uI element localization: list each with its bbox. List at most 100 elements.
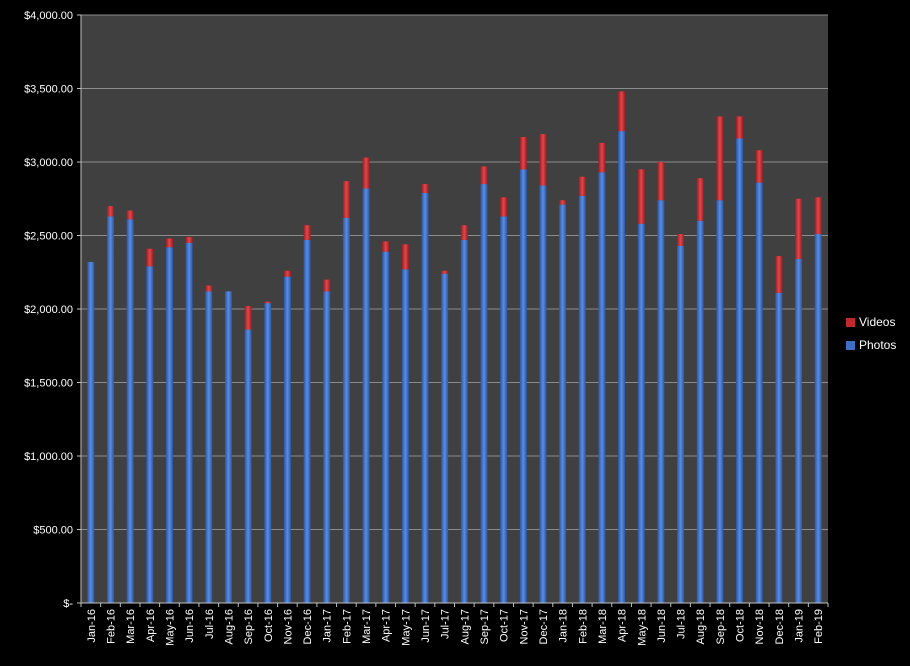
x-tick-label: Dec-17 — [538, 609, 550, 644]
bar-photos — [519, 169, 527, 603]
bar-photos — [87, 261, 95, 603]
bar-photos — [578, 195, 586, 603]
bar-photos — [362, 188, 370, 603]
y-tick-label: $- — [63, 598, 73, 610]
x-tick-label: Jul-16 — [204, 609, 216, 639]
bar-videos — [165, 238, 173, 248]
y-tick-label: $3,000.00 — [24, 157, 73, 169]
bar-videos — [126, 210, 134, 220]
bar-photos — [264, 303, 272, 603]
x-tick-label: Nov-16 — [282, 609, 294, 644]
x-tick-label: Jun-18 — [656, 609, 668, 643]
bar-videos — [323, 279, 331, 292]
x-tick-label: Apr-18 — [617, 609, 629, 642]
x-tick-label: Oct-17 — [499, 609, 511, 642]
bar-photos — [500, 216, 508, 603]
bar-photos — [224, 291, 232, 603]
bar-videos — [106, 206, 114, 217]
bar-photos — [106, 216, 114, 603]
bar-videos — [146, 248, 154, 267]
x-tick-label: May-18 — [636, 609, 648, 646]
legend: Videos Photos — [846, 311, 896, 357]
x-tick-label: Feb-18 — [577, 609, 589, 644]
x-tick-label: Apr-17 — [381, 609, 393, 642]
bar-photos — [736, 138, 744, 604]
x-tick-label: Aug-18 — [695, 609, 707, 644]
bar-videos — [795, 198, 803, 260]
x-tick-label: Aug-16 — [223, 609, 235, 644]
y-tick-label: $2,500.00 — [24, 231, 73, 243]
bar-videos — [264, 301, 272, 304]
bar-photos — [323, 291, 331, 603]
x-tick-label: Jun-16 — [184, 609, 196, 643]
bar-photos — [441, 273, 449, 603]
x-tick-label: Jan-18 — [558, 609, 570, 643]
bar-videos — [775, 256, 783, 293]
x-tick-label: Jul-17 — [440, 609, 452, 639]
bar-photos — [303, 239, 311, 603]
bar-photos — [539, 185, 547, 603]
bar-videos — [814, 197, 822, 235]
bar-photos — [598, 172, 606, 604]
bar-videos — [480, 166, 488, 185]
bar-photos — [716, 200, 724, 603]
bar-photos — [146, 266, 154, 603]
legend-item-videos: Videos — [846, 311, 896, 334]
bar-photos — [696, 220, 704, 604]
bar-videos — [539, 134, 547, 186]
legend-label-videos: Videos — [859, 315, 896, 329]
bar-videos — [716, 116, 724, 201]
bar-videos — [519, 137, 527, 170]
bar-photos — [677, 245, 685, 604]
x-tick-label: Mar-16 — [125, 609, 137, 644]
bar-videos — [205, 285, 213, 292]
bar-videos — [696, 178, 704, 221]
bar-photos — [795, 259, 803, 603]
y-tick-label: $500.00 — [33, 525, 73, 537]
bar-photos — [637, 223, 645, 604]
bar-videos — [460, 225, 468, 240]
bar-photos — [421, 192, 429, 603]
bar-videos — [677, 234, 685, 246]
x-tick-label: Feb-19 — [813, 609, 825, 644]
x-tick-label: Feb-16 — [105, 609, 117, 644]
bar-videos — [283, 270, 291, 277]
bar-videos — [185, 236, 193, 243]
y-tick-label: $4,000.00 — [24, 10, 73, 22]
bar-videos — [303, 225, 311, 240]
x-tick-label: Dec-16 — [302, 609, 314, 644]
bar-videos — [598, 142, 606, 173]
x-tick-label: Oct-18 — [735, 609, 747, 642]
bar-videos — [559, 200, 567, 205]
bar-videos — [342, 181, 350, 218]
bar-videos — [500, 197, 508, 217]
x-tick-label: Mar-17 — [361, 609, 373, 644]
x-tick-label: Mar-18 — [597, 609, 609, 644]
bar-videos — [736, 116, 744, 139]
bar-videos — [657, 162, 665, 201]
bar-photos — [460, 239, 468, 603]
bar-photos — [480, 184, 488, 604]
x-tick-label: Apr-16 — [145, 609, 157, 642]
bar-videos — [421, 184, 429, 193]
legend-item-photos: Photos — [846, 334, 896, 357]
x-tick-label: Jul-18 — [676, 609, 688, 639]
bar-photos — [559, 204, 567, 603]
bar-videos — [637, 169, 645, 224]
bar-photos — [775, 292, 783, 603]
x-tick-label: Sep-17 — [479, 609, 491, 644]
x-tick-label: Jun-17 — [420, 609, 432, 643]
x-tick-label: Sep-18 — [715, 609, 727, 644]
x-tick-label: Sep-16 — [243, 609, 255, 644]
x-tick-label: Nov-17 — [518, 609, 530, 644]
bar-photos — [382, 251, 390, 604]
x-tick-label: Jan-16 — [86, 609, 98, 643]
bar-photos — [401, 269, 409, 603]
x-tick-label: Nov-18 — [754, 609, 766, 644]
legend-swatch-photos — [846, 341, 855, 350]
bar-videos — [618, 91, 626, 132]
bar-videos — [755, 150, 763, 183]
x-tick-label: Jan-17 — [322, 609, 334, 643]
bar-photos — [126, 219, 134, 603]
